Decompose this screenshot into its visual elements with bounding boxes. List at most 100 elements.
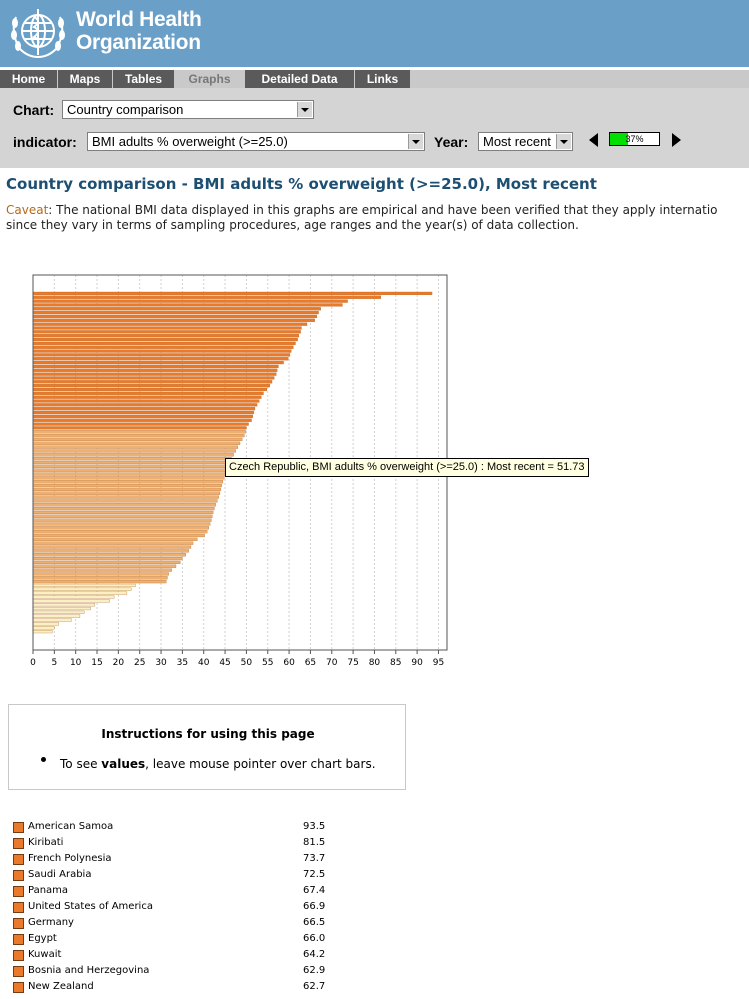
next-arrow-icon[interactable] xyxy=(672,133,681,147)
chart-bar[interactable] xyxy=(32,564,177,568)
chart-bar[interactable] xyxy=(32,314,317,319)
chart-bar[interactable] xyxy=(32,449,236,453)
chart-bar[interactable] xyxy=(32,357,289,361)
chart-bar[interactable] xyxy=(32,537,198,541)
chart-bar[interactable] xyxy=(32,372,277,376)
chart-bar[interactable] xyxy=(32,499,218,503)
previous-arrow-icon[interactable] xyxy=(589,133,598,147)
chart-bar[interactable] xyxy=(32,368,278,372)
chart-bar[interactable] xyxy=(32,410,254,415)
chart-bar[interactable] xyxy=(32,626,55,630)
chart-bar[interactable] xyxy=(32,445,239,449)
chart-bar[interactable] xyxy=(32,572,169,576)
chart-bar[interactable] xyxy=(32,422,249,426)
chart-bar[interactable] xyxy=(32,560,181,564)
chart-bar[interactable] xyxy=(32,299,348,303)
chart-bar[interactable] xyxy=(32,553,186,557)
tab-tables[interactable]: Tables xyxy=(113,70,175,88)
chart-bar[interactable] xyxy=(32,387,268,392)
chart-bar[interactable] xyxy=(32,303,343,307)
chart-bar[interactable] xyxy=(32,576,168,580)
chart-bar[interactable] xyxy=(32,430,246,434)
chart-bar[interactable] xyxy=(32,326,302,330)
chart-bar[interactable] xyxy=(32,407,256,411)
chart-bar[interactable] xyxy=(32,345,294,349)
chart-bar[interactable] xyxy=(32,591,128,595)
chart-bar[interactable] xyxy=(32,583,136,588)
who-logo-text[interactable]: World Health Organization xyxy=(76,8,202,54)
chart-bar[interactable] xyxy=(32,349,292,353)
chart-bar[interactable] xyxy=(32,630,53,634)
chart-bar[interactable] xyxy=(32,476,225,480)
chart-bar[interactable] xyxy=(32,503,216,507)
chart-bar[interactable] xyxy=(32,341,296,345)
chart-bar[interactable] xyxy=(32,437,243,442)
chart-bar[interactable] xyxy=(32,384,271,388)
chart-bar[interactable] xyxy=(32,487,221,491)
chart-bar[interactable] xyxy=(32,337,298,342)
tab-home[interactable]: Home xyxy=(0,70,58,88)
chart-bar[interactable] xyxy=(32,418,252,422)
chart-bar[interactable] xyxy=(32,533,205,538)
chart-bar[interactable] xyxy=(32,364,279,369)
chart-bar[interactable] xyxy=(32,587,132,591)
chart-bar[interactable] xyxy=(32,391,264,395)
chart-bar[interactable] xyxy=(32,526,209,530)
chart-bar[interactable] xyxy=(32,507,215,511)
chart-bar[interactable] xyxy=(32,580,167,584)
chart-bar[interactable] xyxy=(32,460,230,465)
tab-maps[interactable]: Maps xyxy=(58,70,113,88)
chart-bar[interactable] xyxy=(32,295,382,299)
chart-bar[interactable] xyxy=(32,556,183,561)
chart-bar[interactable] xyxy=(32,522,211,526)
chart-bar[interactable] xyxy=(32,330,301,334)
chart-bar[interactable] xyxy=(32,545,192,549)
chart-bar[interactable] xyxy=(32,307,321,311)
chart-bar[interactable] xyxy=(32,541,194,545)
chart-bar[interactable] xyxy=(32,318,315,322)
chevron-down-icon[interactable] xyxy=(556,134,571,149)
chart-bar[interactable] xyxy=(32,549,189,553)
chart-bar[interactable] xyxy=(32,618,72,622)
chart-bar[interactable] xyxy=(32,495,219,499)
chart-bar[interactable] xyxy=(32,399,260,403)
chart-bar[interactable] xyxy=(32,514,213,518)
chart-bar[interactable] xyxy=(32,395,262,399)
tab-links[interactable]: Links xyxy=(355,70,411,88)
chevron-down-icon[interactable] xyxy=(297,102,312,117)
chart-bar[interactable] xyxy=(32,622,59,626)
chart-bar[interactable] xyxy=(32,380,273,384)
tab-detailed-data[interactable]: Detailed Data xyxy=(245,70,355,88)
chart-bar[interactable] xyxy=(32,464,228,468)
chart-bar[interactable] xyxy=(32,530,208,534)
chart-bar[interactable] xyxy=(32,291,433,295)
chart-bar[interactable] xyxy=(32,614,81,618)
chart-bar[interactable] xyxy=(32,334,300,338)
chart-bar[interactable] xyxy=(32,568,172,572)
chart-bar[interactable] xyxy=(32,403,258,407)
chart-bar[interactable] xyxy=(32,599,110,603)
chart-bar[interactable] xyxy=(32,510,214,515)
chart-bar[interactable] xyxy=(32,457,232,461)
chart-bar[interactable] xyxy=(32,472,226,476)
chart-bar[interactable] xyxy=(32,441,241,445)
chart-bar[interactable] xyxy=(32,311,319,315)
chart-bar[interactable] xyxy=(32,595,115,599)
chart-bar[interactable] xyxy=(32,361,284,365)
chart-bar[interactable] xyxy=(32,483,222,488)
chart-bar[interactable] xyxy=(32,453,234,457)
chart-bar[interactable] xyxy=(32,426,247,430)
chart-bar[interactable] xyxy=(32,434,245,438)
chart-bar[interactable] xyxy=(32,414,253,418)
chevron-down-icon[interactable] xyxy=(408,134,423,149)
indicator-select[interactable]: BMI adults % overweight (>=25.0) xyxy=(87,132,425,151)
chart-select[interactable]: Country comparison xyxy=(62,100,314,119)
chart-bar[interactable] xyxy=(32,322,308,326)
year-select[interactable]: Most recent xyxy=(478,132,573,151)
chart-bar[interactable] xyxy=(32,518,212,522)
chart-bar[interactable] xyxy=(32,606,91,611)
chart-bar[interactable] xyxy=(32,603,96,607)
chart-bar[interactable] xyxy=(32,491,221,495)
chart-bar[interactable] xyxy=(32,376,275,380)
chart-bar[interactable] xyxy=(32,480,224,484)
